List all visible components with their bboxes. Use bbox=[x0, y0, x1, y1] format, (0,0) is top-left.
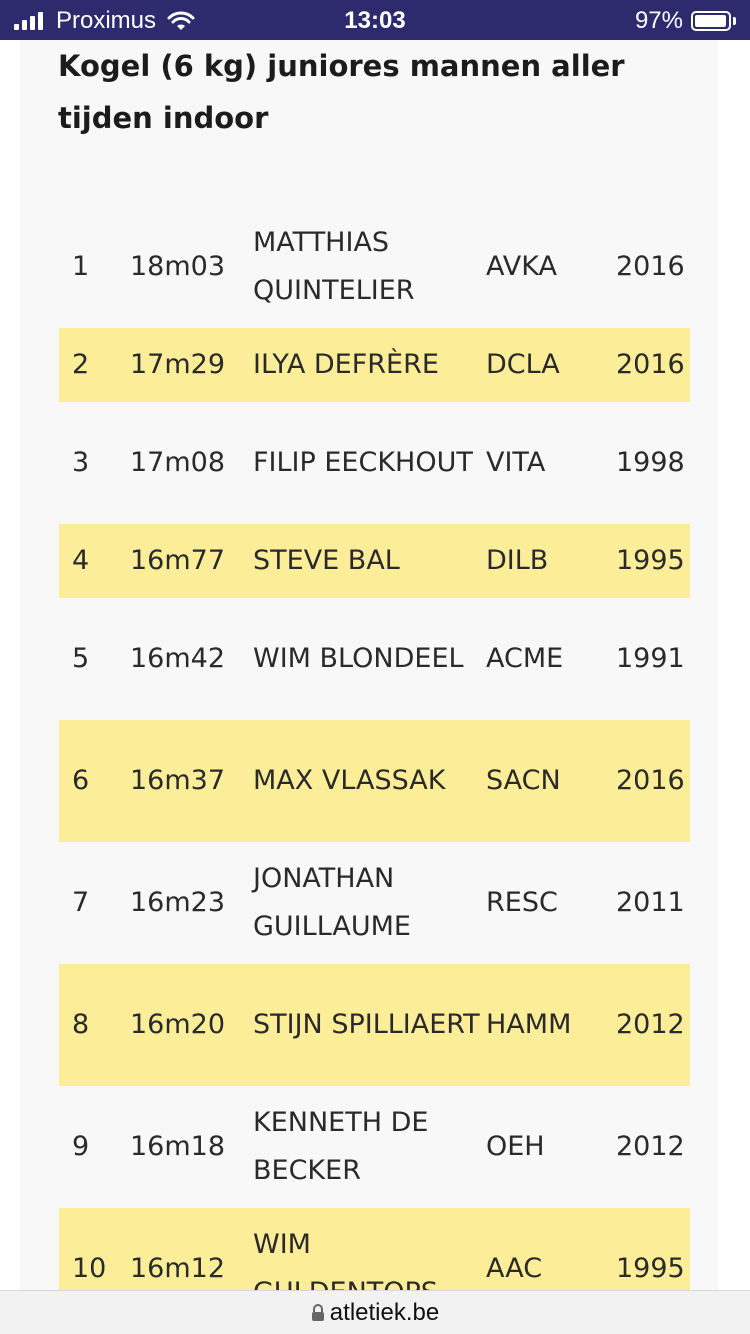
club-cell: ACME bbox=[486, 643, 564, 674]
lock-icon bbox=[311, 1303, 324, 1321]
rank-cell: 2 bbox=[72, 349, 90, 380]
rank-cell: 3 bbox=[72, 447, 90, 478]
rank-cell: 9 bbox=[72, 1131, 90, 1162]
wifi-icon bbox=[167, 11, 195, 30]
table-row: 4 16m77 STEVE BAL DILB 1995 bbox=[59, 524, 690, 598]
year-cell: 2011 bbox=[616, 887, 685, 918]
club-cell: VITA bbox=[486, 447, 546, 478]
performance-cell: 18m03 bbox=[130, 251, 226, 282]
performance-cell: 16m18 bbox=[130, 1131, 226, 1162]
performance-cell: 16m12 bbox=[130, 1253, 226, 1284]
table-row: 8 16m20 STIJN SPILLIAERT HAMM 2012 bbox=[59, 964, 690, 1086]
table-row: 2 17m29 ILYA DEFRÈRE DCLA 2016 bbox=[59, 328, 690, 402]
rank-cell: 10 bbox=[72, 1253, 107, 1284]
club-cell: AVKA bbox=[486, 251, 557, 282]
year-cell: 1998 bbox=[616, 447, 685, 478]
table-row: 6 16m37 MAX VLASSAK SACN 2016 bbox=[59, 720, 690, 842]
table-row: 5 16m42 WIM BLONDEEL ACME 1991 bbox=[59, 598, 690, 720]
athlete-cell: ILYA DEFRÈRE bbox=[253, 349, 439, 380]
status-left: Proximus bbox=[14, 7, 196, 35]
performance-cell: 16m42 bbox=[130, 643, 226, 674]
year-cell: 2012 bbox=[616, 1131, 685, 1162]
performance-cell: 17m08 bbox=[130, 447, 226, 478]
club-cell: DCLA bbox=[486, 349, 560, 380]
athlete-cell: STIJN SPILLIAERT bbox=[253, 1009, 480, 1040]
club-cell: OEH bbox=[486, 1131, 545, 1162]
year-cell: 2016 bbox=[616, 251, 685, 282]
year-cell: 2012 bbox=[616, 1009, 685, 1040]
performance-cell: 16m23 bbox=[130, 887, 226, 918]
athlete-cell: KENNETH DE BECKER bbox=[253, 1107, 429, 1186]
club-cell: SACN bbox=[486, 765, 561, 796]
page-title: Kogel (6 kg) juniores mannen aller tijde… bbox=[58, 49, 625, 135]
club-cell: DILB bbox=[486, 545, 549, 576]
athlete-cell: FILIP EECKHOUT bbox=[253, 447, 473, 478]
club-cell: HAMM bbox=[486, 1009, 572, 1040]
table-row: 7 16m23 JONATHAN GUILLAUME RESC 2011 bbox=[59, 842, 690, 964]
battery-icon bbox=[691, 11, 731, 31]
rank-cell: 5 bbox=[72, 643, 90, 674]
athlete-cell: WIM BLONDEEL bbox=[253, 643, 464, 674]
year-cell: 2016 bbox=[616, 349, 685, 380]
battery-nub bbox=[733, 17, 736, 25]
browser-address-bar[interactable]: atletiek.be bbox=[0, 1290, 750, 1334]
club-cell: RESC bbox=[486, 887, 558, 918]
status-bar: Proximus 13:03 97% bbox=[0, 0, 750, 40]
year-cell: 1995 bbox=[616, 1253, 685, 1284]
rank-cell: 4 bbox=[72, 545, 90, 576]
battery-fill bbox=[695, 15, 727, 27]
rank-cell: 8 bbox=[72, 1009, 90, 1040]
carrier-name: Proximus bbox=[56, 7, 157, 34]
table-row: 1 18m03 MATTHIAS QUINTELIER AVKA 2016 bbox=[59, 206, 690, 328]
url-text[interactable]: atletiek.be bbox=[329, 1298, 440, 1326]
athlete-cell: MAX VLASSAK bbox=[253, 765, 446, 796]
signal-icon bbox=[14, 12, 46, 30]
table-row: 3 17m08 FILIP EECKHOUT VITA 1998 bbox=[59, 402, 690, 524]
year-cell: 1995 bbox=[616, 545, 685, 576]
status-time: 13:03 bbox=[344, 7, 406, 34]
rank-cell: 7 bbox=[72, 887, 90, 918]
performance-cell: 17m29 bbox=[130, 349, 226, 380]
athlete-cell: JONATHAN GUILLAUME bbox=[253, 863, 411, 942]
performance-cell: 16m77 bbox=[130, 545, 226, 576]
results-table: 1 18m03 MATTHIAS QUINTELIER AVKA 2016 2 … bbox=[59, 206, 690, 1330]
year-cell: 1991 bbox=[616, 643, 685, 674]
content-card: Kogel (6 kg) juniores mannen aller tijde… bbox=[20, 40, 718, 1334]
athlete-cell: STEVE BAL bbox=[253, 545, 400, 576]
rank-cell: 6 bbox=[72, 765, 90, 796]
athlete-cell: MATTHIAS QUINTELIER bbox=[253, 227, 415, 306]
table-row: 9 16m18 KENNETH DE BECKER OEH 2012 bbox=[59, 1086, 690, 1208]
rank-cell: 1 bbox=[72, 251, 90, 282]
performance-cell: 16m20 bbox=[130, 1009, 226, 1040]
status-right: 97% bbox=[635, 7, 736, 35]
performance-cell: 16m37 bbox=[130, 765, 226, 796]
club-cell: AAC bbox=[486, 1253, 543, 1284]
battery-percentage: 97% bbox=[634, 7, 683, 34]
year-cell: 2016 bbox=[616, 765, 685, 796]
